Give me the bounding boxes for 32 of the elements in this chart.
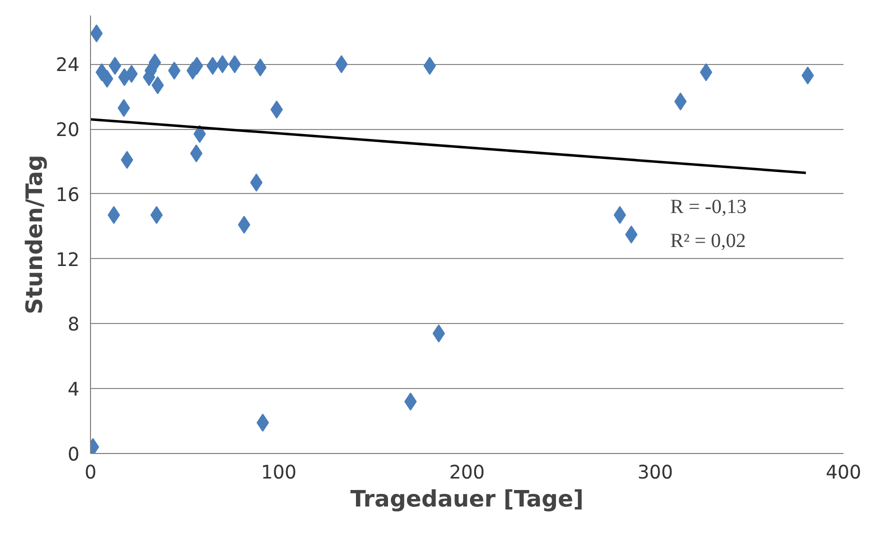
point: [108, 56, 122, 75]
point: [625, 226, 638, 244]
point: [238, 216, 250, 234]
point: [404, 392, 417, 411]
y-tick-label: 0: [68, 444, 80, 466]
y-tick-label: 24: [56, 55, 80, 76]
x-tick-label: 100: [260, 462, 297, 484]
point: [335, 55, 348, 74]
point: [120, 150, 134, 169]
y-tick-label: 16: [56, 184, 80, 206]
point: [100, 70, 114, 88]
point: [700, 63, 712, 82]
point: [148, 54, 162, 72]
annotation: R² = 0,02: [670, 230, 746, 252]
y-tick-label: 4: [68, 380, 80, 401]
point: [614, 206, 626, 224]
y-tick-label: 12: [56, 250, 80, 271]
point: [216, 55, 229, 74]
y-axis-title: Stunden/Tag: [22, 154, 48, 314]
point: [674, 92, 687, 110]
point: [108, 206, 120, 224]
x-tick-label: 400: [826, 462, 862, 484]
y-tick-label: 20: [56, 120, 80, 142]
x-axis-title: Tragedauer [Tage]: [350, 486, 584, 512]
x-tick-label: 200: [449, 462, 485, 484]
y-tick-label: 8: [68, 314, 80, 336]
annotation: R = -0,13: [670, 196, 747, 218]
point: [150, 206, 163, 224]
point: [125, 64, 138, 83]
x-tick-label: 300: [637, 462, 674, 484]
point: [250, 174, 263, 192]
x-tick-label: 0: [84, 462, 96, 484]
